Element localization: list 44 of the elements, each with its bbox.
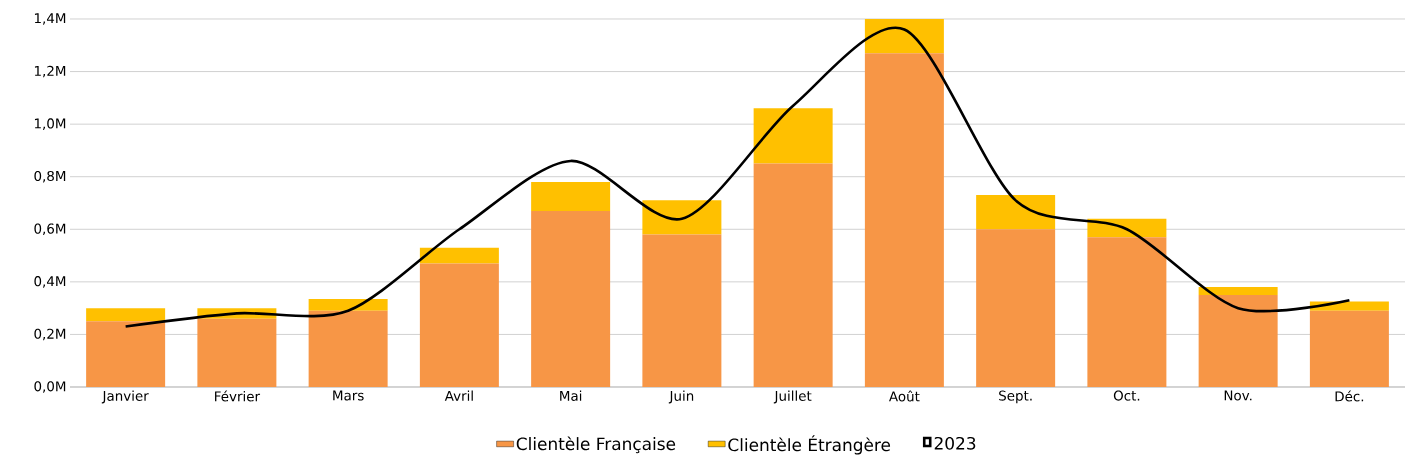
bar (1309, 310, 1389, 387)
x-tick-label: Mai (560, 390, 582, 401)
bar (753, 108, 833, 164)
x-tick-label: Mars (333, 390, 364, 401)
bar (1198, 295, 1278, 387)
x-tick-label: Oct. (1113, 390, 1140, 401)
bar (531, 210, 611, 387)
x-tick-label: Juin (668, 390, 694, 404)
bar (419, 263, 499, 387)
bar (197, 318, 277, 387)
bar (1087, 237, 1167, 387)
x-tick-label: Déc. (1335, 390, 1364, 402)
bar (642, 200, 722, 235)
bar (531, 181, 611, 211)
bar (419, 247, 499, 264)
bar (976, 229, 1056, 387)
bar (86, 308, 166, 322)
legend-label: 2023 (934, 436, 976, 450)
legend-label: Clientèle Française (516, 436, 676, 454)
y-tick-label: 0,4M (34, 276, 66, 288)
y-tick-label: 1,2M (34, 65, 66, 78)
bar (864, 53, 944, 387)
bar (308, 310, 388, 387)
x-tick-label: Juillet (773, 390, 812, 404)
y-tick-label: 0,0M (34, 381, 66, 393)
x-tick-label: Août (889, 390, 920, 402)
bar (1198, 287, 1278, 295)
x-tick-label: Avril (444, 390, 473, 401)
y-tick-label: 1,0M (34, 118, 66, 130)
bar (976, 195, 1056, 230)
x-tick-label: Janvier (101, 390, 149, 404)
y-tick-label: 0,8M (34, 170, 66, 183)
x-tick-label: Sept. (999, 390, 1032, 404)
y-tick-label: 1,4M (34, 13, 66, 25)
y-tick-label: 0,6M (34, 223, 66, 236)
bar (642, 234, 722, 387)
x-tick-label: Nov. (1224, 390, 1252, 401)
bar (864, 19, 944, 54)
bar (308, 298, 388, 311)
bar (753, 163, 833, 387)
y-tick-label: 0,2M (34, 328, 66, 341)
legend-label: Clientèle Étrangère (728, 435, 891, 455)
x-tick-label: Février (215, 390, 261, 402)
bar (86, 321, 166, 387)
